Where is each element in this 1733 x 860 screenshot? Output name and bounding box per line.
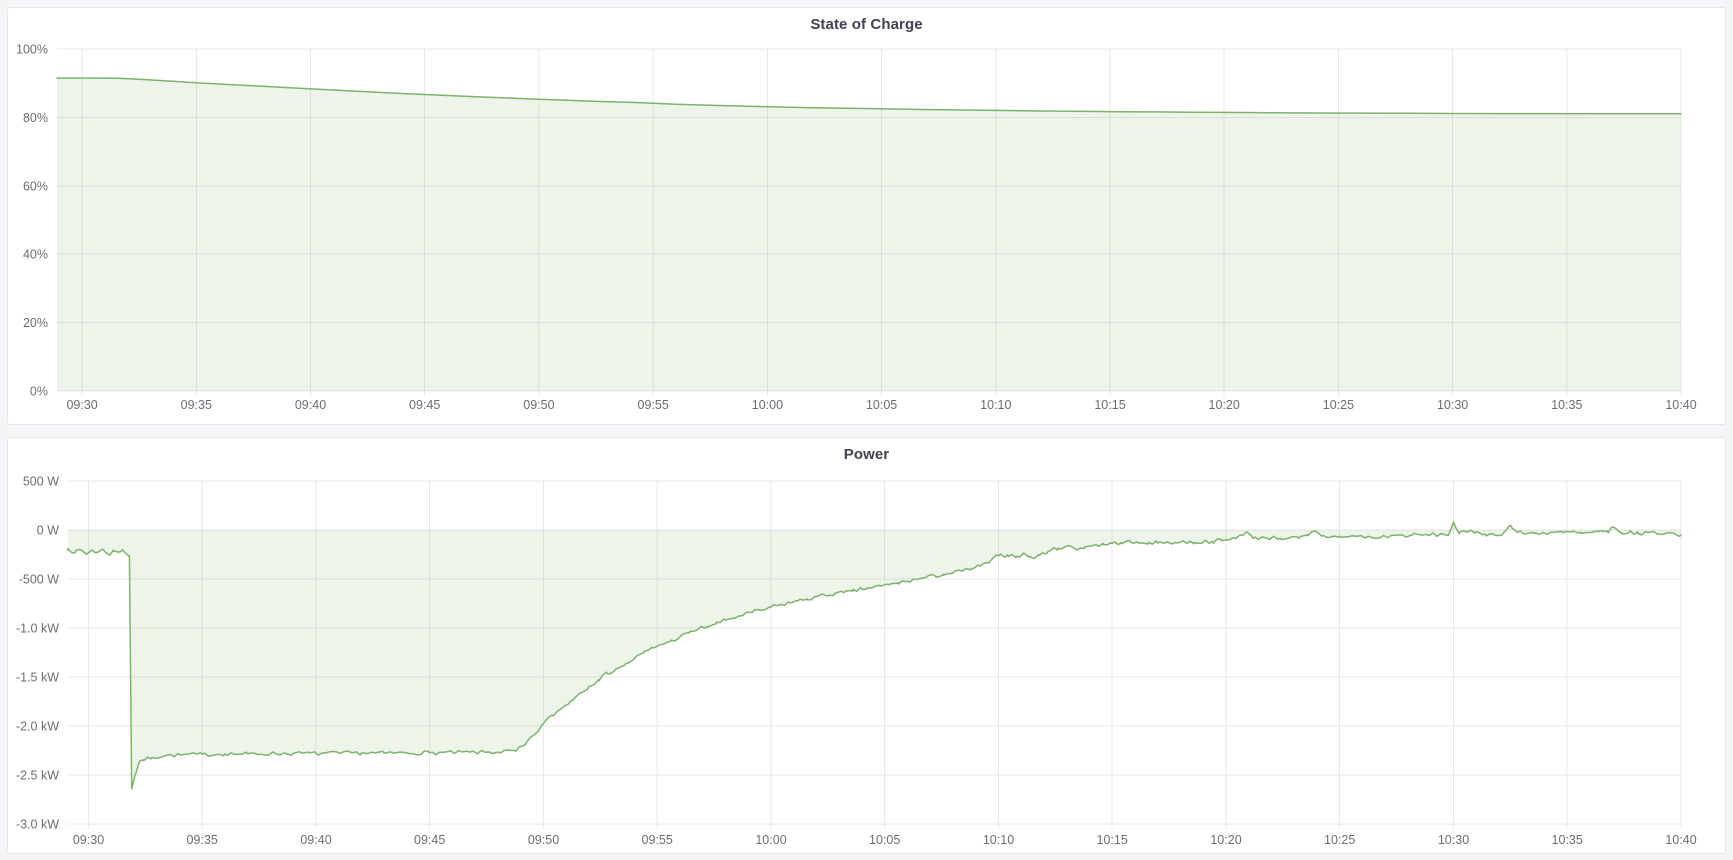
power-panel: Power 500 W 0 W -500 W -1.0 kW -1.5 kW -2.0 k…	[7, 437, 1726, 854]
x-axis-tick-label: 10:10	[983, 833, 1014, 847]
x-axis-tick-label: 10:15	[1094, 398, 1125, 412]
y-axis-tick-label: -2.5 kW	[16, 769, 59, 783]
x-axis-tick-label: 09:55	[642, 833, 673, 847]
x-axis-tick-label: 10:20	[1210, 833, 1241, 847]
series-area	[68, 522, 1681, 789]
x-axis-tick-label: 10:35	[1552, 833, 1583, 847]
y-axis-tick-label: 80%	[23, 111, 48, 125]
y-axis-tick-label: -2.0 kW	[16, 720, 59, 734]
y-axis-tick-label: -1.0 kW	[16, 622, 59, 636]
state-of-charge-plot[interactable]: 100% 80% 60% 40% 20% 0% 09:30 09:35 09:40 09:45 09…	[8, 42, 1723, 422]
x-axis-tick-label: 10:40	[1665, 398, 1696, 412]
x-axis-tick-label: 09:40	[300, 833, 331, 847]
x-axis-tick-label: 09:35	[187, 833, 218, 847]
x-axis-tick-label: 09:45	[414, 833, 445, 847]
x-axis-tick-label: 09:40	[295, 398, 326, 412]
x-axis-tick-label: 10:05	[869, 833, 900, 847]
x-axis-tick-label: 10:05	[866, 398, 897, 412]
series-area	[57, 78, 1681, 391]
power-plot[interactable]: 500 W 0 W -500 W -1.0 kW -1.5 kW -2.0 kW -2.5 …	[8, 472, 1723, 852]
x-axis-tick-label: 09:50	[528, 833, 559, 847]
y-axis-tick-label: -1.5 kW	[16, 671, 59, 685]
y-axis-tick-label: 40%	[23, 248, 48, 262]
x-axis-tick-label: 10:40	[1665, 833, 1696, 847]
series-line	[67, 521, 1682, 790]
x-axis-tick-label: 10:25	[1323, 398, 1354, 412]
x-axis-tick-label: 10:25	[1324, 833, 1355, 847]
y-axis-tick-label: -3.0 kW	[16, 818, 59, 832]
x-axis-tick-label: 10:00	[752, 398, 783, 412]
series-line	[56, 77, 1682, 115]
x-axis-tick-label: 10:30	[1437, 398, 1468, 412]
panel-title: State of Charge	[810, 16, 923, 33]
x-axis-tick-label: 10:00	[755, 833, 786, 847]
y-axis-tick-label: 0%	[30, 385, 48, 399]
y-axis-tick-label: 500 W	[23, 475, 59, 489]
x-axis-tick-label: 09:45	[409, 398, 440, 412]
x-axis-tick-label: 09:30	[73, 833, 104, 847]
grid	[57, 48, 1682, 396]
x-axis-tick-label: 10:20	[1209, 398, 1240, 412]
y-axis-tick-label: 100%	[16, 43, 48, 57]
state-of-charge-panel: State of Charge 100% 80% 60% 40% 20% 0% 09:30 0…	[7, 7, 1726, 425]
x-axis-tick-label: 09:35	[181, 398, 212, 412]
x-axis-tick-label: 09:55	[638, 398, 669, 412]
panel-title: Power	[843, 446, 890, 463]
x-axis-tick-label: 10:10	[980, 398, 1011, 412]
y-axis-tick-label: 60%	[23, 179, 48, 193]
x-axis-tick-label: 10:15	[1097, 833, 1128, 847]
y-axis-tick-label: 20%	[23, 316, 48, 330]
grid	[68, 480, 1682, 829]
y-axis-tick-label: 0 W	[37, 524, 59, 538]
axis-labels: 100% 80% 60% 40% 20% 0% 09:30 09:35 09:40 09:45 09…	[16, 43, 1697, 413]
axis-labels: 500 W 0 W -500 W -1.0 kW -1.5 kW -2.0 kW -2.5 …	[16, 475, 1697, 848]
y-axis-tick-label: -500 W	[19, 573, 59, 587]
x-axis-tick-label: 09:30	[66, 398, 97, 412]
x-axis-tick-label: 10:30	[1438, 833, 1469, 847]
x-axis-tick-label: 10:35	[1551, 398, 1582, 412]
x-axis-tick-label: 09:50	[523, 398, 554, 412]
